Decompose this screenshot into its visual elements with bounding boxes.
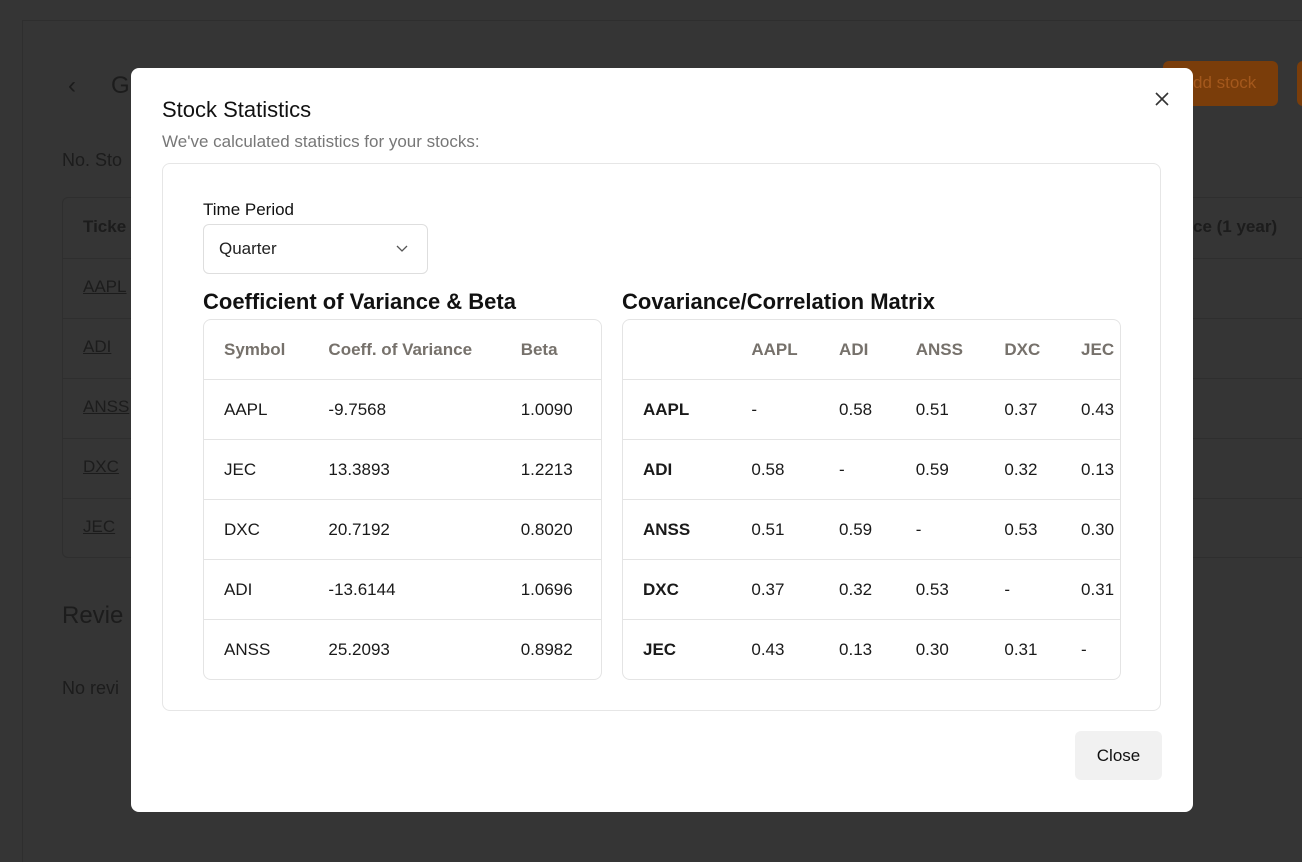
table-cell: 0.58: [819, 379, 896, 439]
table-cell: -: [895, 499, 985, 559]
column-header: Symbol: [224, 339, 286, 359]
table-cell: 20.7192: [308, 499, 501, 559]
table-cell: 0.30: [895, 619, 985, 679]
modal-title: Stock Statistics: [162, 97, 312, 122]
table-cell: -9.7568: [308, 379, 501, 439]
table-cell: 0.43: [731, 619, 820, 679]
table-header: ce (1 year): [1193, 217, 1278, 236]
button[interactable]: [1297, 61, 1302, 106]
table-cell: 0.31: [984, 619, 1062, 679]
column-header: ANSS: [915, 339, 963, 359]
table-cell: AAPL: [204, 379, 309, 439]
table-cell: 0.51: [731, 499, 820, 559]
table-header: Ticke: [83, 217, 127, 236]
corner-cell: [623, 320, 731, 379]
table-row: DXC 0.37 0.32 0.53-0.31: [623, 559, 1120, 619]
row-label: ANSS: [623, 499, 732, 559]
table-row: JEC 0.43 0.13 0.30 0.31-: [623, 619, 1120, 679]
time-period-label: Time Period: [203, 200, 295, 219]
header-row: Symbol Coeff. of Variance Beta: [204, 320, 601, 379]
table-cell: JEC: [204, 439, 309, 499]
table-cell: ANSS: [204, 619, 309, 679]
table-cell: 0.43: [1061, 379, 1120, 439]
close-icon[interactable]: [1155, 92, 1169, 106]
variance-title: Coefficient of Variance & Beta: [203, 289, 516, 314]
table-cell: DXC: [204, 499, 309, 559]
stats-card: Time Period Quarter Coefficient of Varia…: [162, 163, 1161, 711]
variance-table: Symbol Coeff. of Variance Beta AAPL -9.7568 1…: [203, 319, 602, 680]
table-cell: -: [984, 559, 1062, 619]
ticker-link[interactable]: ADI: [83, 337, 112, 356]
table-cell: ADI: [204, 559, 309, 619]
table-cell: 0.8020: [500, 499, 601, 559]
column-header: ADI: [839, 339, 869, 359]
table-cell: 13.3893: [308, 439, 501, 499]
ticker-link[interactable]: AAPL: [83, 277, 127, 296]
table-cell: 0.53: [895, 559, 985, 619]
table-cell: 1.0090: [500, 379, 601, 439]
table-cell: 0.32: [984, 439, 1062, 499]
table-cell: -: [1061, 619, 1120, 679]
select-value: Quarter: [219, 239, 277, 258]
stock-count: No. Sto: [62, 150, 123, 170]
reviews-empty: No revi: [62, 678, 120, 698]
modal: Stock Statistics We've calculated statis…: [131, 68, 1193, 812]
table-cell: -13.6144: [308, 559, 501, 619]
ticker-link[interactable]: DXC: [83, 457, 119, 476]
matrix-title: Covariance/Correlation Matrix: [622, 289, 935, 314]
page-heading: G: [111, 72, 130, 99]
table-cell: 1.2213: [500, 439, 601, 499]
table-cell: 0.32: [819, 559, 896, 619]
table-row: AAPL -9.7568 1.0090: [204, 379, 601, 439]
table-cell: -: [819, 439, 896, 499]
table-cell: 0.30: [1061, 499, 1120, 559]
ticker-link[interactable]: JEC: [83, 517, 116, 536]
table-row: ADI 0.58-0.59 0.32 0.13: [623, 439, 1120, 499]
table-cell: 1.0696: [500, 559, 601, 619]
column-header: JEC: [1081, 339, 1115, 359]
close-button[interactable]: Close: [1075, 731, 1162, 780]
table-row: DXC 20.7192 0.8020: [204, 499, 601, 559]
table-cell: 25.2093: [308, 619, 501, 679]
column-header: AAPL: [751, 339, 798, 359]
column-header: DXC: [1004, 339, 1041, 359]
modal-subtitle: We've calculated statistics for your sto…: [162, 132, 480, 151]
row-label: DXC: [623, 559, 732, 619]
table-cell: 0.37: [731, 559, 820, 619]
table-cell: 0.59: [895, 439, 985, 499]
table-cell: 0.59: [819, 499, 896, 559]
table-cell: -: [731, 379, 820, 439]
table-cell: 0.53: [984, 499, 1062, 559]
time-period-select[interactable]: Quarter: [203, 224, 428, 274]
row-label: JEC: [623, 619, 732, 679]
table-cell: 0.13: [819, 619, 896, 679]
column-header: Beta: [520, 339, 558, 359]
table-cell: 0.13: [1061, 439, 1120, 499]
reviews-heading: Revie: [62, 602, 124, 629]
add-stock-label: dd stock: [1193, 73, 1257, 92]
table-row: AAPL -0.58 0.51 0.37 0.43: [623, 379, 1120, 439]
table-cell: 0.58: [731, 439, 820, 499]
table-row: ANSS 25.2093 0.8982: [204, 619, 601, 679]
chevron: [396, 245, 408, 252]
row-label: AAPL: [623, 379, 732, 439]
matrix-table: AAPL ADI ANSS DXC JEC AAPL -0.58 0.51 0.37 0.43 AD…: [622, 319, 1121, 680]
table-cell: 0.8982: [500, 619, 601, 679]
row-label: ADI: [623, 439, 732, 499]
table-cell: 0.31: [1061, 559, 1120, 619]
table-cell: 0.37: [984, 379, 1062, 439]
header-row: AAPL ADI ANSS DXC JEC: [623, 320, 1120, 379]
table-cell: 0.51: [895, 379, 985, 439]
ticker-link[interactable]: ANSS: [83, 397, 130, 416]
table-row: ADI -13.6144 1.0696: [204, 559, 601, 619]
table-row: JEC 13.3893 1.2213: [204, 439, 601, 499]
table-row: ANSS 0.51 0.59-0.53 0.30: [623, 499, 1120, 559]
back-icon[interactable]: ‹: [68, 72, 76, 99]
background-panel: [22, 20, 1302, 862]
column-header: Coeff. of Variance: [328, 339, 473, 359]
